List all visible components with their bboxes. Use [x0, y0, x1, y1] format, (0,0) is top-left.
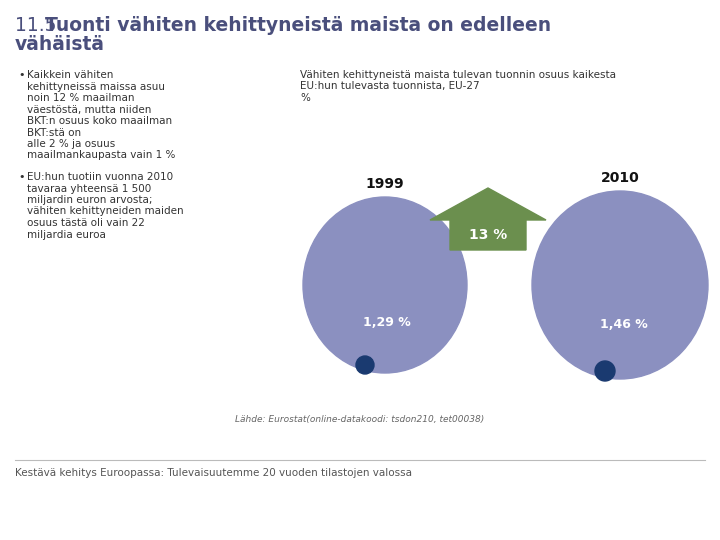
Text: %: % [300, 93, 310, 103]
Circle shape [595, 361, 615, 381]
Text: miljardia euroa: miljardia euroa [27, 230, 106, 240]
Text: BKT:stä on: BKT:stä on [27, 127, 81, 138]
Text: BKT:n osuus koko maailman: BKT:n osuus koko maailman [27, 116, 172, 126]
Text: 11.5: 11.5 [15, 16, 63, 35]
Text: kehittyneissä maissa asuu: kehittyneissä maissa asuu [27, 82, 165, 91]
Text: vähiten kehittyneiden maiden: vähiten kehittyneiden maiden [27, 206, 184, 217]
Text: 2010: 2010 [600, 171, 639, 185]
Ellipse shape [532, 191, 708, 379]
Text: väestöstä, mutta niiden: väestöstä, mutta niiden [27, 105, 151, 114]
Text: •: • [18, 172, 24, 182]
Polygon shape [430, 188, 546, 250]
Text: tavaraa yhteensä 1 500: tavaraa yhteensä 1 500 [27, 184, 151, 193]
Text: maailmankaupasta vain 1 %: maailmankaupasta vain 1 % [27, 151, 176, 160]
Text: 1,46 %: 1,46 % [600, 319, 648, 332]
Text: 1999: 1999 [366, 177, 405, 191]
Text: 13 %: 13 % [469, 228, 507, 242]
Text: Tuonti vähiten kehittyneistä maista on edelleen: Tuonti vähiten kehittyneistä maista on e… [45, 16, 551, 35]
Text: 1,29 %: 1,29 % [363, 316, 410, 329]
Text: osuus tästä oli vain 22: osuus tästä oli vain 22 [27, 218, 145, 228]
Text: Lähde: Eurostat(online-datakoodi: tsdon210, tet00038): Lähde: Eurostat(online-datakoodi: tsdon2… [235, 415, 485, 424]
Ellipse shape [303, 197, 467, 373]
Text: •: • [18, 70, 24, 80]
Text: Kestävä kehitys Euroopassa: Tulevaisuutemme 20 vuoden tilastojen valossa: Kestävä kehitys Euroopassa: Tulevaisuute… [15, 468, 412, 478]
Text: noin 12 % maailman: noin 12 % maailman [27, 93, 135, 103]
Text: vähäistä: vähäistä [15, 35, 105, 54]
Text: Kaikkein vähiten: Kaikkein vähiten [27, 70, 113, 80]
Text: EU:hun tulevasta tuonnista, EU-27: EU:hun tulevasta tuonnista, EU-27 [300, 82, 480, 91]
Text: alle 2 % ja osuus: alle 2 % ja osuus [27, 139, 115, 149]
Circle shape [356, 356, 374, 374]
Text: EU:hun tuotiin vuonna 2010: EU:hun tuotiin vuonna 2010 [27, 172, 173, 182]
Text: Vähiten kehittyneistä maista tulevan tuonnin osuus kaikesta: Vähiten kehittyneistä maista tulevan tuo… [300, 70, 616, 80]
Text: miljardin euron arvosta;: miljardin euron arvosta; [27, 195, 153, 205]
